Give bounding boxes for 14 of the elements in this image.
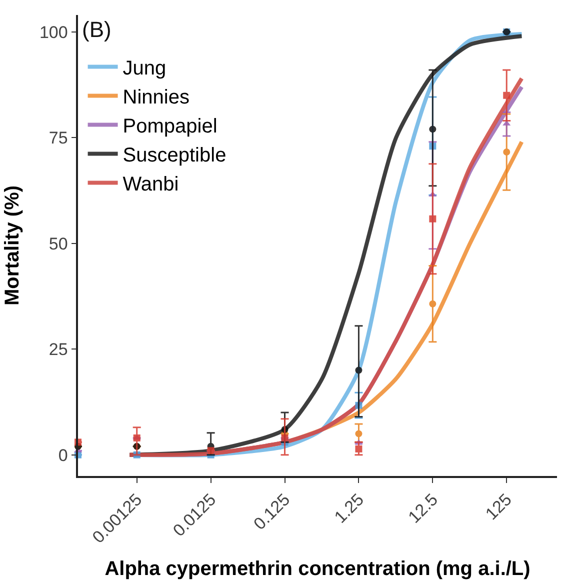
legend-label: Susceptible [122, 144, 226, 167]
y-tick-label: 50 [48, 234, 68, 254]
legend-label: Wanbi [122, 174, 179, 196]
x-axis-title: Alpha cypermethrin concentration (mg a.i./L) [104, 558, 530, 580]
legend-label: Pompapiel [122, 116, 218, 138]
legend-label: Jung [122, 58, 166, 80]
y-tick-label: 0 [58, 446, 68, 465]
legend-label: Ninnies [122, 86, 190, 109]
annotation: (B) [82, 17, 112, 42]
y-tick-label: 25 [48, 340, 68, 360]
y-axis-title: Mortality (%) [1, 186, 24, 306]
x-tick-label: 125 [482, 490, 516, 524]
y-tick-label: 75 [48, 128, 68, 148]
y-tick-label: 100 [39, 22, 68, 42]
